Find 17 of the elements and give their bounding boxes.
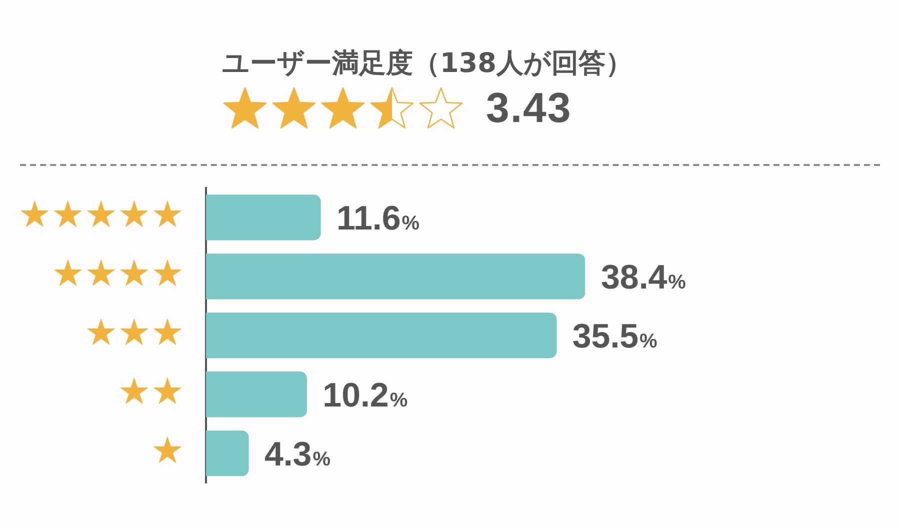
bar — [206, 372, 307, 418]
y-tick-label: ★★★★★ — [18, 193, 184, 236]
text: 3.43 — [486, 84, 572, 131]
bar — [206, 430, 249, 476]
data-label: 10.2% — [322, 376, 408, 414]
bar — [206, 312, 557, 358]
bar — [206, 254, 585, 300]
y-tick-label: ★★ — [118, 370, 184, 413]
y-tick-label: ★ — [150, 428, 184, 472]
y-tick-label: ★★★ — [84, 311, 184, 354]
bar — [206, 194, 321, 240]
data-label: 11.6% — [336, 199, 420, 238]
data-label: 35.5% — [572, 317, 658, 356]
chart-title: ユーザー満足度（138人が回答） — [222, 47, 632, 81]
y-tick-label: ★★★★ — [51, 252, 184, 296]
data-label: 4.3% — [264, 435, 331, 474]
data-label: 38.4% — [601, 258, 686, 296]
